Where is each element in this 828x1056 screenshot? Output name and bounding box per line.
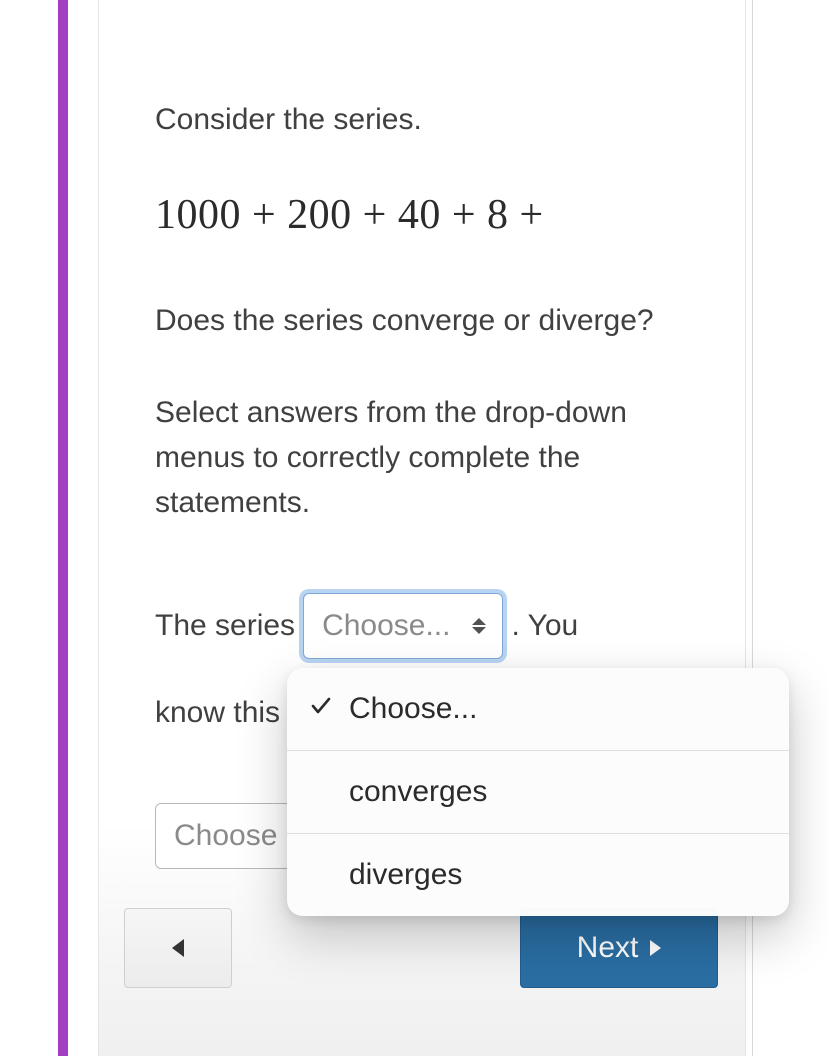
converge-question: Does the series converge or diverge? [155, 299, 689, 343]
dropdown-option-placeholder[interactable]: Choose... [287, 668, 789, 751]
dropdown-menu: Choose... converges diverges [287, 668, 789, 916]
dropdown-option-label: diverges [349, 858, 462, 891]
statement-line2: know this [155, 689, 280, 737]
instructions-text: Select answers from the drop-down menus … [155, 390, 689, 525]
dropdown-option-diverges[interactable]: diverges [287, 834, 789, 916]
dropdown-option-converges[interactable]: converges [287, 751, 789, 834]
chevron-updown-icon [472, 618, 486, 634]
series-expression: 1000 + 200 + 40 + 8 + [155, 191, 689, 239]
previous-button[interactable] [124, 908, 232, 988]
caret-right-icon [650, 940, 661, 956]
select-placeholder-2: Choose [174, 812, 277, 860]
select-converge-diverge[interactable]: Choose... [303, 593, 503, 659]
statement-text-2: . You [511, 602, 578, 650]
next-button[interactable]: Next [520, 908, 718, 988]
caret-left-icon [172, 939, 184, 957]
next-button-label: Next [577, 931, 639, 965]
select-reason[interactable]: Choose [155, 803, 294, 869]
check-icon [309, 694, 333, 718]
select-placeholder: Choose... [322, 602, 450, 650]
prompt-text: Consider the series. [155, 100, 689, 141]
accent-bar [58, 0, 68, 1056]
dropdown-option-label: converges [349, 775, 487, 808]
statement-row-1: The series Choose... . You [155, 593, 689, 659]
dropdown-option-label: Choose... [349, 692, 477, 725]
navigation-row: Next [124, 908, 718, 988]
statement-text-1: The series [155, 602, 295, 650]
